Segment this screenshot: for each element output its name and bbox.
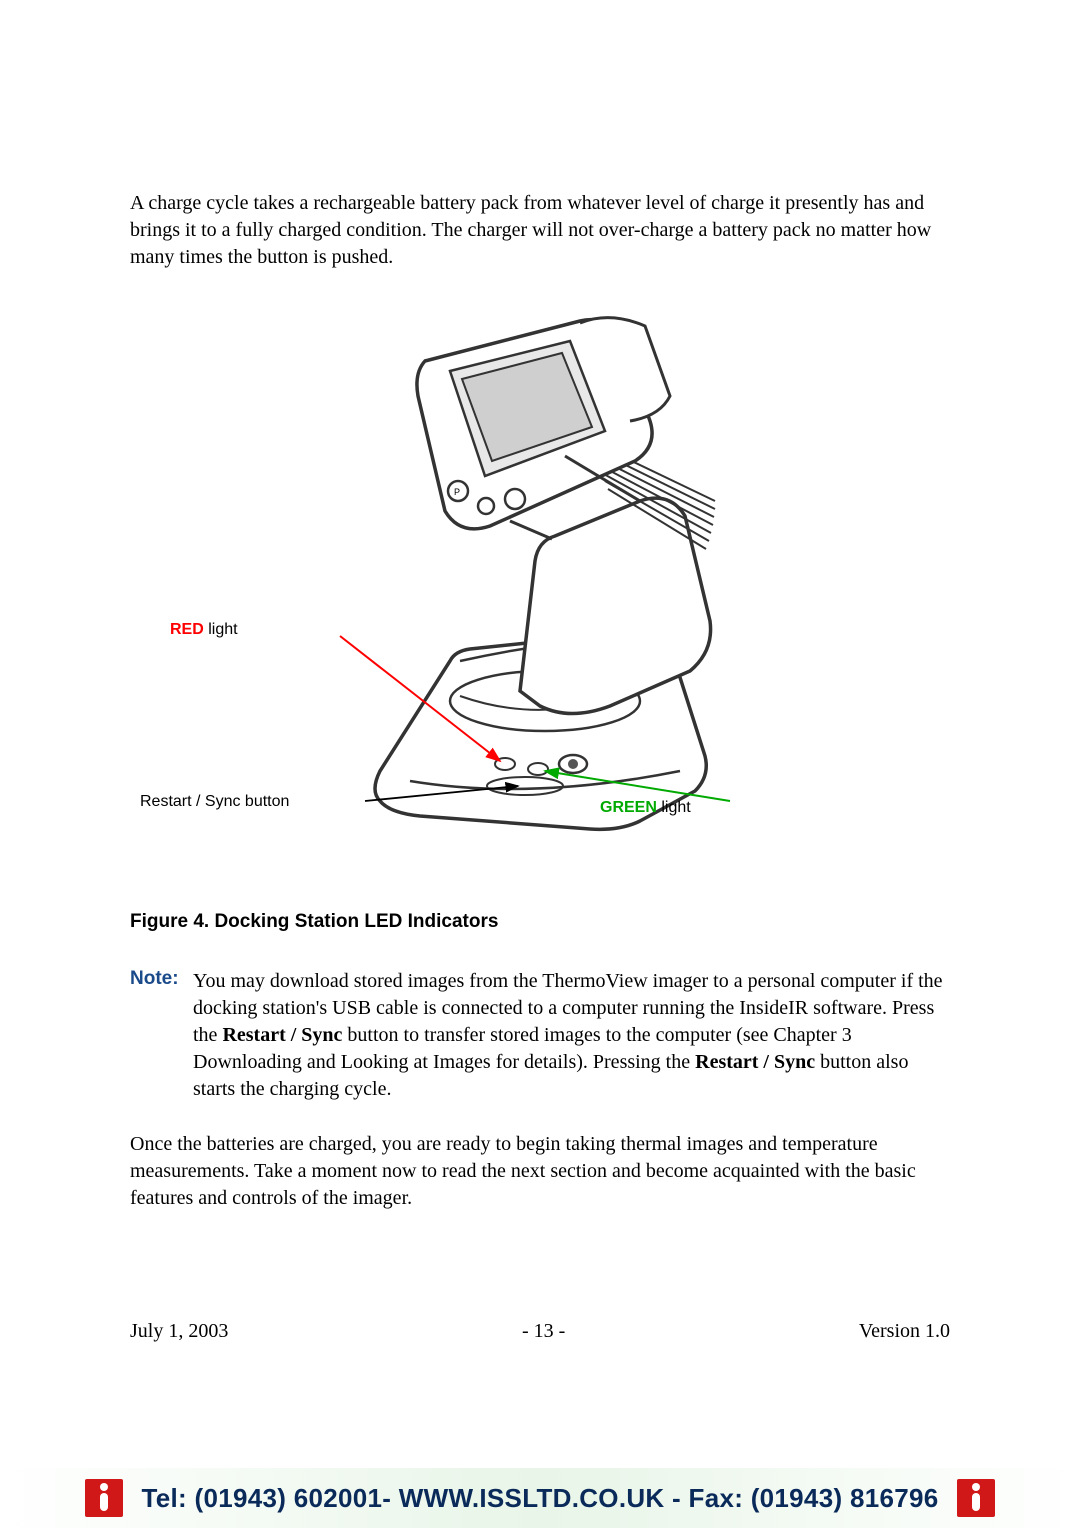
info-icon (85, 1479, 123, 1517)
paragraph-charge-cycle: A charge cycle takes a rechargeable batt… (130, 190, 950, 271)
figure-4-diagram: P RED light Restart / Sync button GREEN … (130, 301, 950, 881)
docking-station-illustration: P (310, 301, 770, 841)
svg-text:P: P (454, 487, 460, 497)
bottom-contact-bar: Tel: (01943) 602001- WWW.ISSLTD.CO.UK - … (0, 1468, 1080, 1528)
paragraph-ready: Once the batteries are charged, you are … (130, 1131, 950, 1212)
label-restart-sync: Restart / Sync button (140, 793, 289, 811)
label-red-light: RED light (170, 621, 238, 639)
label-red-word: RED (170, 621, 204, 638)
page-footer: July 1, 2003 - 13 - Version 1.0 (130, 1320, 950, 1343)
figure-caption: Figure 4. Docking Station LED Indicators (130, 911, 950, 933)
footer-date: July 1, 2003 (130, 1320, 228, 1343)
label-green-word: GREEN (600, 799, 657, 816)
note-bold-1: Restart / Sync (222, 1024, 342, 1046)
note-block: Note: You may download stored images fro… (130, 968, 950, 1103)
note-bold-2: Restart / Sync (695, 1051, 815, 1073)
footer-version: Version 1.0 (859, 1320, 950, 1343)
label-green-rest: light (657, 799, 691, 816)
contact-text: Tel: (01943) 602001- WWW.ISSLTD.CO.UK - … (141, 1483, 938, 1514)
page-content: A charge cycle takes a rechargeable batt… (0, 0, 1080, 1212)
note-text: You may download stored images from the … (185, 968, 950, 1103)
footer-page-number: - 13 - (522, 1320, 565, 1343)
note-label: Note: (130, 968, 185, 1103)
label-green-light: GREEN light (600, 799, 691, 817)
info-icon (957, 1479, 995, 1517)
label-red-rest: light (204, 621, 238, 638)
